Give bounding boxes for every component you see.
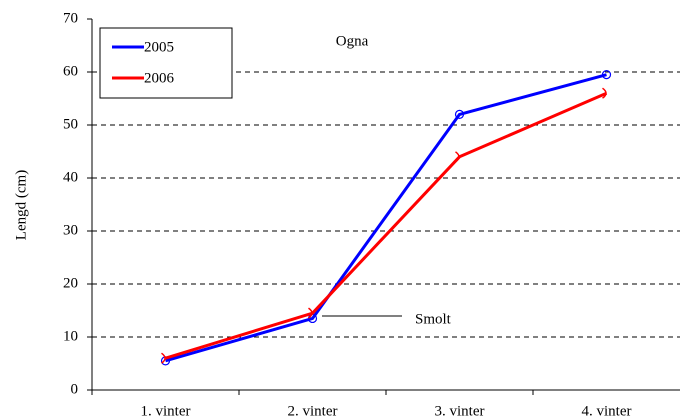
- y-tick-label: 10: [63, 328, 78, 344]
- marker: [455, 151, 460, 163]
- series-line: [165, 91, 608, 360]
- chart-title: Ogna: [336, 33, 369, 49]
- marker: [602, 87, 607, 99]
- y-tick-label: 30: [63, 222, 78, 238]
- y-tick-label: 20: [63, 275, 78, 291]
- series-line: [165, 73, 607, 363]
- marker: [601, 70, 612, 80]
- legend-box: [99, 27, 233, 99]
- marker: [161, 352, 166, 364]
- marker: [308, 307, 313, 319]
- legend-label: 2006: [144, 70, 175, 86]
- y-tick-label: 70: [63, 10, 78, 26]
- y-tick-label: 0: [71, 381, 79, 397]
- annotation: Smolt: [415, 311, 452, 327]
- legend-label: 2005: [144, 39, 174, 55]
- y-tick-label: 60: [63, 63, 78, 79]
- marker: [454, 109, 465, 120]
- x-tick-label: 4. vinter: [582, 403, 632, 419]
- x-tick-label: 1. vinter: [141, 403, 191, 419]
- y-tick-label: 40: [63, 169, 78, 185]
- y-axis-label: Lengd (cm): [13, 170, 29, 240]
- x-tick-label: 2. vinter: [288, 403, 338, 419]
- x-tick-label: 3. vinter: [435, 403, 485, 419]
- y-tick-label: 50: [63, 116, 78, 132]
